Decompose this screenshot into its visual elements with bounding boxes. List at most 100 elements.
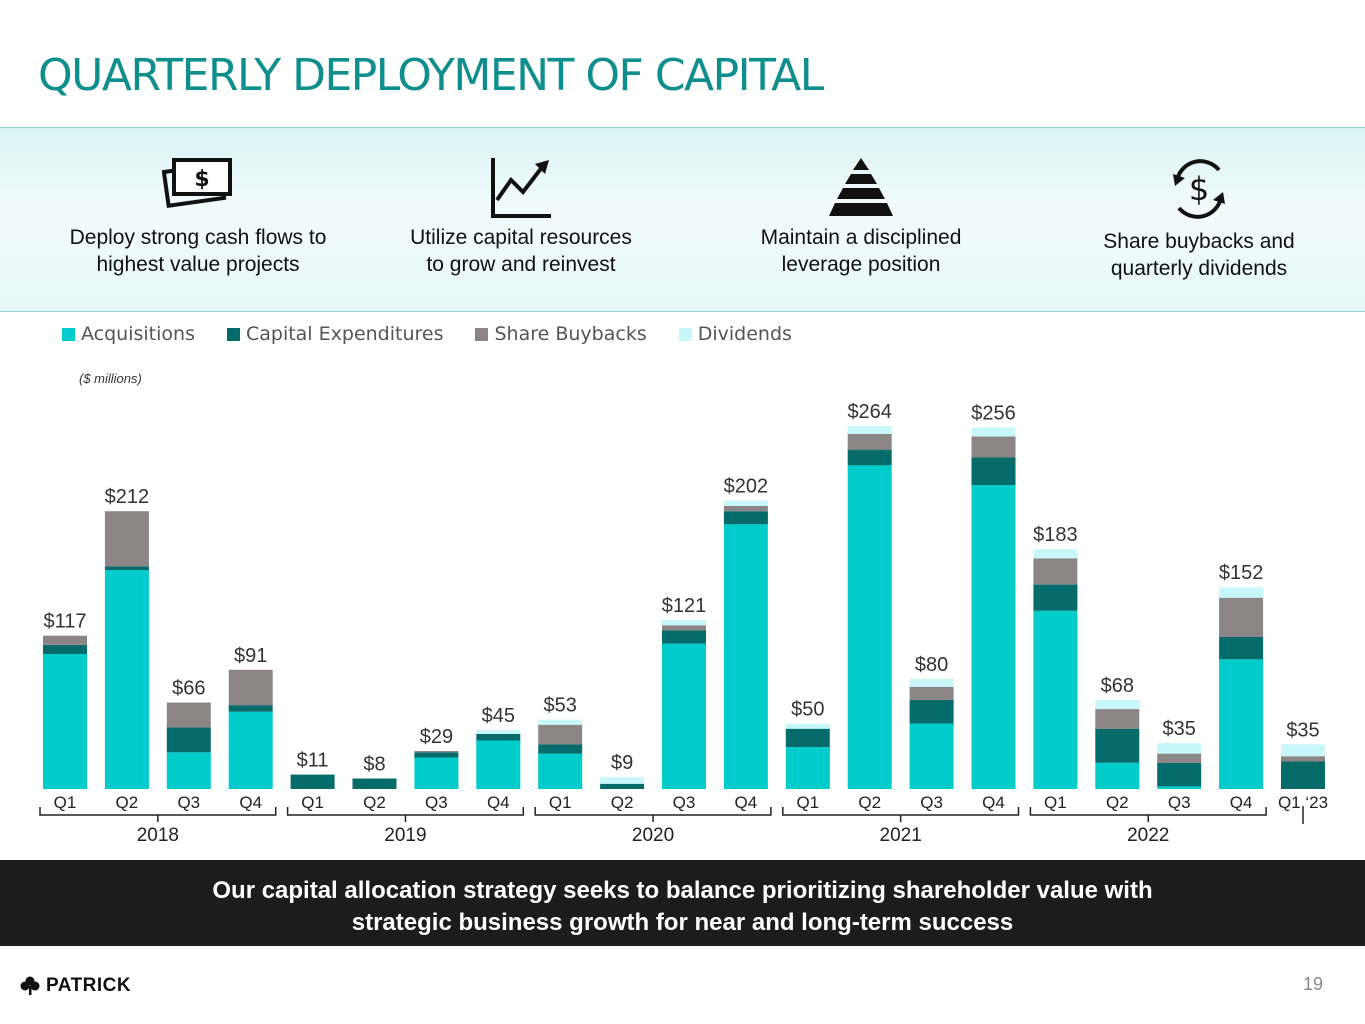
category-label: Q4 bbox=[487, 793, 510, 812]
pillar-text: Maintain a disciplined leverage position bbox=[760, 226, 962, 276]
bar-segment-acquisitions bbox=[104, 570, 149, 789]
bar-segment-acquisitions bbox=[1095, 762, 1140, 789]
legend-swatch bbox=[475, 327, 489, 341]
bar-segment-capital-expenditures bbox=[538, 744, 583, 754]
bar-segment-capital-expenditures bbox=[971, 457, 1016, 485]
bar-segment-capital-expenditures bbox=[476, 733, 521, 741]
bar-total-label: $256 bbox=[971, 402, 1016, 424]
bar-segment-share-buybacks bbox=[723, 505, 768, 512]
legend-item-dividends: Dividends bbox=[678, 323, 792, 345]
bar-segment-share-buybacks bbox=[847, 433, 892, 450]
year-label: 2022 bbox=[1127, 825, 1169, 846]
bar-segment-capital-expenditures bbox=[104, 566, 149, 571]
bar-total-label: $50 bbox=[791, 698, 824, 720]
bar-segment-acquisitions bbox=[723, 524, 768, 789]
legend-swatch bbox=[678, 327, 692, 341]
bar-segment-capital-expenditures bbox=[228, 705, 273, 712]
category-label: Q2 bbox=[363, 793, 386, 812]
bar-segment-acquisitions bbox=[1033, 610, 1078, 789]
category-label: Q1 bbox=[54, 793, 77, 812]
footer-banner: Our capital allocation strategy seeks to… bbox=[0, 860, 1365, 946]
bar-segment-dividends bbox=[1095, 699, 1140, 710]
bar-segment-capital-expenditures bbox=[352, 778, 397, 789]
bar-segment-dividends bbox=[971, 427, 1016, 437]
bar-segment-acquisitions bbox=[971, 485, 1016, 789]
logo-text: PATRICK bbox=[46, 975, 132, 996]
category-label: Q1 bbox=[301, 793, 324, 812]
category-label: Q1 bbox=[796, 793, 819, 812]
bar-total-label: $121 bbox=[662, 595, 707, 617]
bar-segment-capital-expenditures bbox=[290, 774, 335, 789]
bar-segment-dividends bbox=[476, 730, 521, 734]
bar-segment-capital-expenditures bbox=[847, 449, 892, 466]
bar-segment-share-buybacks bbox=[971, 436, 1016, 458]
category-label: Q4 bbox=[239, 793, 262, 812]
category-label: Q4 bbox=[1230, 793, 1253, 812]
legend-swatch bbox=[62, 327, 75, 341]
bar-segment-dividends bbox=[538, 719, 583, 725]
pillar-text: Share buybacks and quarterly dividends bbox=[1103, 230, 1295, 280]
bar-segment-dividends bbox=[847, 426, 892, 434]
bar-segment-capital-expenditures bbox=[600, 783, 645, 789]
bar-total-label: $117 bbox=[43, 611, 86, 633]
bar-segment-share-buybacks bbox=[1033, 558, 1078, 585]
category-label: Q4 bbox=[982, 793, 1005, 812]
category-label: Q1 bbox=[549, 793, 572, 812]
bar-segment-capital-expenditures bbox=[909, 699, 954, 724]
category-label: Q3 bbox=[673, 793, 696, 812]
bar-segment-share-buybacks bbox=[538, 724, 583, 745]
bar-segment-dividends bbox=[909, 678, 954, 687]
bar-segment-share-buybacks bbox=[662, 625, 706, 631]
year-label: 2021 bbox=[880, 825, 922, 846]
bar-total-label: $9 bbox=[611, 752, 633, 774]
category-label: Q3 bbox=[920, 793, 943, 812]
legend-item-buybacks: Share Buybacks bbox=[475, 323, 647, 345]
page-number: 19 bbox=[1302, 974, 1323, 994]
category-label: Q1 bbox=[1044, 793, 1067, 812]
bar-segment-capital-expenditures bbox=[43, 644, 87, 655]
shamrock-icon bbox=[20, 976, 40, 995]
category-label: Q4 bbox=[735, 793, 758, 812]
bar-segment-share-buybacks bbox=[1281, 756, 1325, 762]
growth-chart-icon bbox=[491, 158, 551, 218]
bar-total-label: $29 bbox=[420, 726, 453, 748]
legend-label: Acquisitions bbox=[81, 323, 195, 345]
bar-segment-capital-expenditures bbox=[1033, 584, 1078, 611]
legend-item-acquisitions: Acquisitions bbox=[62, 323, 195, 345]
bar-segment-dividends bbox=[662, 619, 706, 626]
bar-segment-acquisitions bbox=[909, 723, 954, 789]
bar-segment-dividends bbox=[1281, 744, 1325, 757]
bar-total-label: $152 bbox=[1219, 562, 1264, 584]
units-label: ($ millions) bbox=[79, 371, 142, 386]
category-label: Q3 bbox=[425, 793, 448, 812]
bar-segment-share-buybacks bbox=[1095, 709, 1140, 729]
bar-segment-acquisitions bbox=[43, 654, 87, 789]
pillar-cash-flows: $ Deploy strong cash flows to highest va… bbox=[48, 156, 348, 278]
bar-segment-capital-expenditures bbox=[1281, 761, 1325, 789]
bar-segment-acquisitions bbox=[1219, 659, 1264, 789]
legend-label: Dividends bbox=[697, 323, 792, 345]
bar-segment-share-buybacks bbox=[414, 751, 459, 753]
svg-text:$: $ bbox=[1189, 170, 1209, 208]
bar-segment-acquisitions bbox=[662, 643, 706, 789]
category-label: Q3 bbox=[1168, 793, 1191, 812]
category-label: Q2 bbox=[1106, 793, 1129, 812]
pyramid-icon bbox=[829, 158, 893, 216]
bar-segment-acquisitions bbox=[228, 711, 273, 789]
bar-segment-capital-expenditures bbox=[1219, 637, 1264, 660]
bar-segment-dividends bbox=[600, 777, 645, 784]
bar-total-label: $80 bbox=[915, 654, 948, 676]
bar-total-label: $66 bbox=[172, 678, 205, 700]
chart-legend: Acquisitions Capital Expenditures Share … bbox=[62, 323, 824, 345]
bar-total-label: $202 bbox=[724, 476, 769, 498]
bar-segment-dividends bbox=[1157, 743, 1202, 754]
bar-total-label: $53 bbox=[544, 695, 577, 717]
bar-total-label: $35 bbox=[1286, 719, 1319, 741]
bar-segment-share-buybacks bbox=[104, 511, 149, 567]
bar-segment-capital-expenditures bbox=[723, 511, 768, 525]
bar-segment-acquisitions bbox=[538, 753, 583, 789]
bar-segment-share-buybacks bbox=[909, 686, 954, 700]
legend-swatch bbox=[226, 327, 240, 341]
bar-total-label: $68 bbox=[1101, 675, 1134, 697]
bar-segment-capital-expenditures bbox=[662, 630, 706, 644]
